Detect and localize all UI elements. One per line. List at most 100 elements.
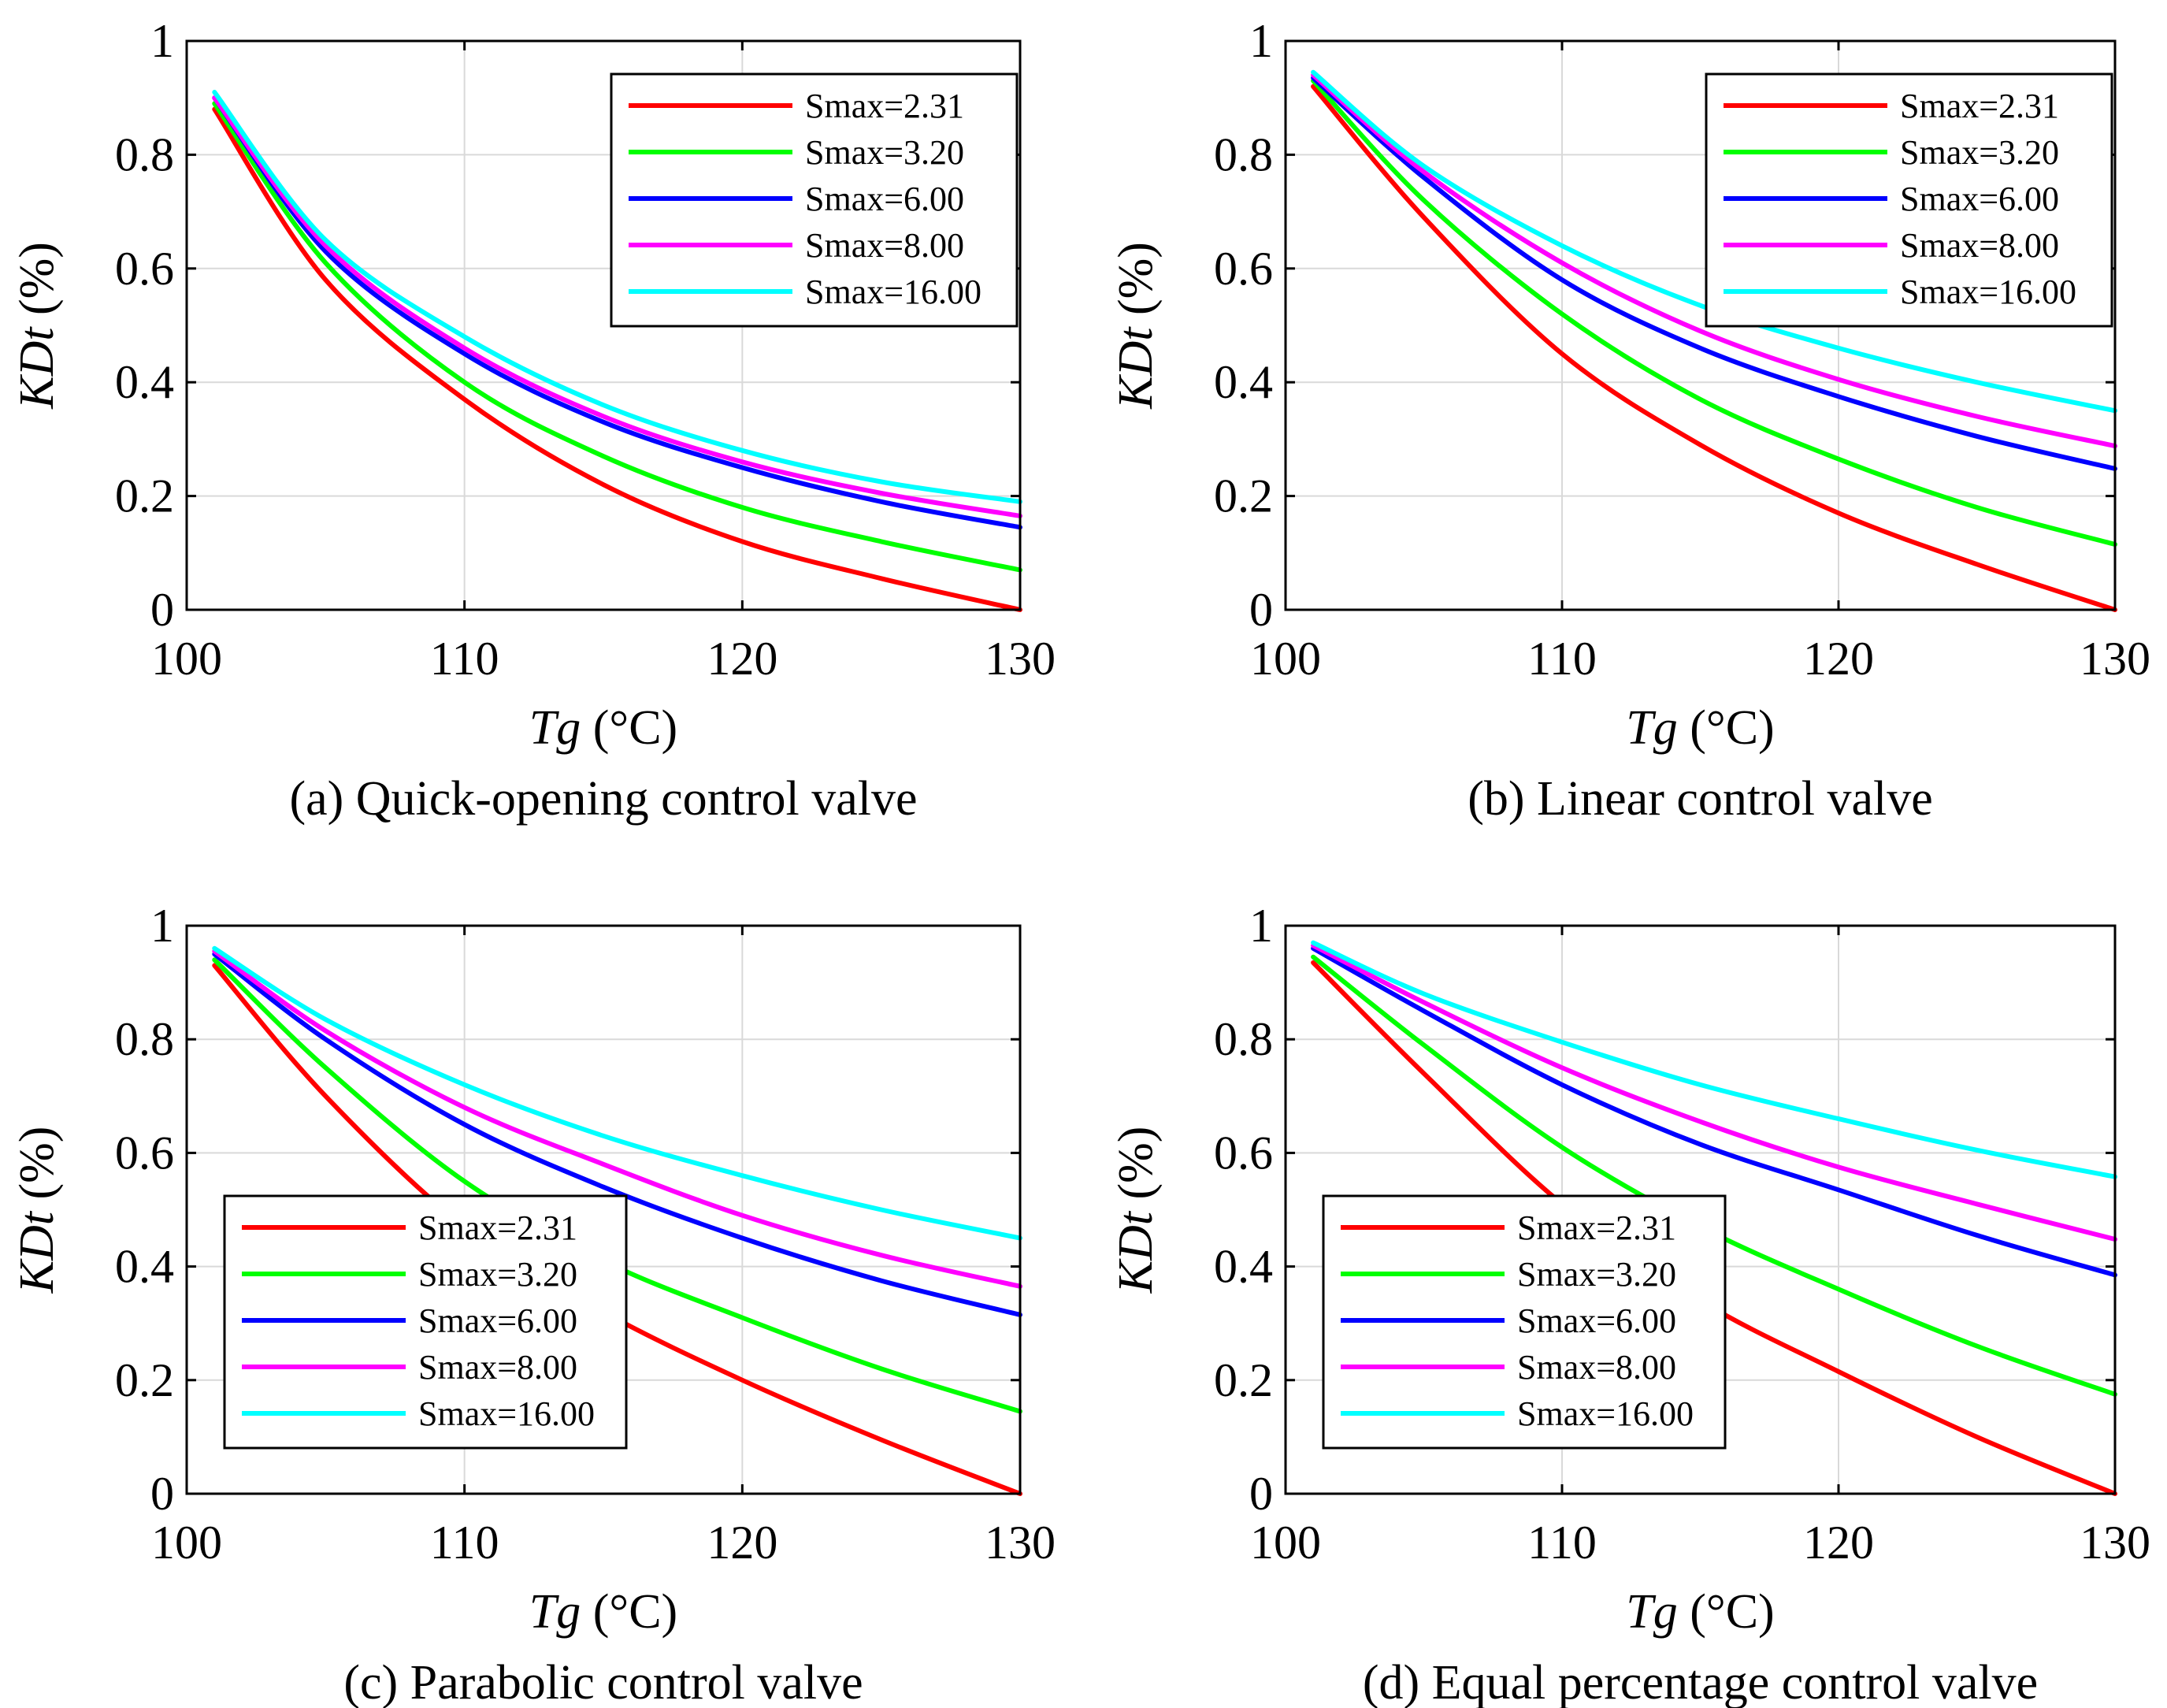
- y-tick-label: 0.2: [115, 1354, 174, 1406]
- legend-entry-label: Smax=2.31: [418, 1209, 577, 1247]
- y-tick-label: 0.4: [1214, 1241, 1273, 1293]
- y-tick-label: 0.8: [1214, 128, 1273, 180]
- plot-panel: 100 110 120 130 0 0.2 0.4 0.6 0.8 1 Tg (°C) KDt (%)…: [1109, 900, 2150, 1708]
- x-axis-label-unit: (°C): [581, 701, 677, 755]
- x-axis-label-symbol: Tg: [529, 1585, 581, 1639]
- x-tick-label: 110: [430, 633, 499, 685]
- legend: Smax=2.31 Smax=3.20 Smax=6.00 Smax=8.00 Smax…: [610, 72, 1019, 328]
- axes-frame: [185, 39, 1022, 611]
- y-tick-label: 0.4: [115, 1241, 174, 1293]
- y-tick-label: 0.2: [1214, 470, 1273, 522]
- legend-entry-label: Smax=8.00: [418, 1348, 577, 1387]
- x-axis-label-symbol: Tg: [529, 701, 581, 755]
- legend-entry-label: Smax=16.00: [1517, 1394, 1694, 1433]
- legend: Smax=2.31 Smax=3.20 Smax=6.00 Smax=8.00 Smax…: [223, 1194, 628, 1450]
- series-line: [1311, 75, 2117, 471]
- legend-entry-label: Smax=6.00: [805, 180, 964, 218]
- x-tick-label: 100: [151, 1517, 222, 1569]
- x-tick-label: 130: [2080, 1517, 2150, 1569]
- x-tick-label: 130: [985, 633, 1056, 685]
- x-tick-label: 130: [2080, 633, 2150, 685]
- legend: Smax=2.31 Smax=3.20 Smax=6.00 Smax=8.00 Smax…: [1705, 72, 2113, 328]
- y-tick-label: 0.8: [115, 1013, 174, 1065]
- series-line: [1311, 940, 2117, 1179]
- series-line: [1311, 78, 2117, 547]
- y-tick-label: 0.8: [1214, 1013, 1273, 1065]
- y-axis-label-symbol: KDt: [1109, 326, 1163, 410]
- x-tick-label: 130: [985, 1517, 1056, 1569]
- legend-entry-label: Smax=8.00: [805, 226, 964, 265]
- y-tick-label: 1: [1249, 15, 1273, 67]
- legend-entry-label: Smax=8.00: [1900, 226, 2059, 265]
- axes-frame: [185, 924, 1022, 1495]
- y-tick-label: 0: [150, 584, 174, 636]
- y-tick-label: 1: [1249, 900, 1273, 952]
- axes-frame: [1284, 39, 2117, 611]
- y-tick-label: 0.8: [115, 128, 174, 180]
- series-line: [1311, 72, 2117, 449]
- x-axis-label-unit: (°C): [581, 1585, 677, 1639]
- x-axis-label: Tg (°C): [529, 1585, 677, 1639]
- series-line: [212, 952, 1022, 1317]
- legend-entry-label: Smax=3.20: [1900, 133, 2059, 172]
- y-tick-label: 1: [150, 15, 174, 67]
- series-line: [212, 945, 1022, 1241]
- legend-entry-label: Smax=6.00: [1900, 180, 2059, 218]
- series-lines: [1311, 69, 2117, 612]
- series-line: [212, 95, 1022, 530]
- y-axis-label-unit: (%): [1109, 242, 1163, 327]
- x-tick-label: 120: [1803, 633, 1874, 685]
- y-tick-label: 0.6: [115, 1127, 174, 1179]
- panel-caption: (c) Parabolic control valve: [343, 1656, 863, 1708]
- series-line: [212, 949, 1022, 1289]
- series-line: [1311, 69, 2117, 414]
- legend-entry-label: Smax=16.00: [1900, 273, 2076, 311]
- x-axis-label: Tg (°C): [1626, 1585, 1774, 1639]
- series-line: [212, 106, 1022, 612]
- y-axis-label-symbol: KDt: [10, 1210, 64, 1294]
- y-axis-label: KDt (%): [1109, 242, 1163, 410]
- y-axis-label-unit: (%): [10, 1127, 64, 1212]
- y-axis-label-unit: (%): [10, 242, 64, 327]
- y-tick-label: 0.6: [115, 243, 174, 295]
- x-tick-label: 110: [1527, 1517, 1597, 1569]
- y-tick-label: 0.4: [115, 356, 174, 408]
- series-line: [212, 101, 1022, 573]
- legend-entry-label: Smax=16.00: [805, 273, 981, 311]
- y-axis-label: KDt (%): [10, 242, 64, 410]
- x-tick-label: 120: [707, 633, 777, 685]
- legend-entry-label: Smax=8.00: [1517, 1348, 1676, 1387]
- y-tick-label: 1: [150, 900, 174, 952]
- series-line: [1311, 943, 2117, 1242]
- y-tick-label: 0: [150, 1468, 174, 1520]
- series-line: [1311, 84, 2117, 612]
- y-tick-label: 0.4: [1214, 356, 1273, 408]
- y-tick-label: 0: [1249, 1468, 1273, 1520]
- x-tick-label: 120: [1803, 1517, 1874, 1569]
- y-axis-label: KDt (%): [10, 1127, 64, 1294]
- legend-entry-label: Smax=3.20: [1517, 1255, 1676, 1294]
- x-tick-label: 110: [1527, 633, 1597, 685]
- panel-caption: (a) Quick-opening control valve: [289, 772, 917, 826]
- x-axis-label: Tg (°C): [529, 701, 677, 755]
- y-axis-label: KDt (%): [1109, 1127, 1163, 1294]
- plot-panel: 100 110 120 130 0 0.2 0.4 0.6 0.8 1 Tg (°C) KDt (%)…: [1109, 15, 2150, 826]
- legend-entry-label: Smax=2.31: [1517, 1209, 1676, 1247]
- y-tick-label: 0.6: [1214, 243, 1273, 295]
- x-tick-label: 100: [1250, 1517, 1321, 1569]
- x-axis-label-symbol: Tg: [1626, 701, 1677, 755]
- y-axis-label-symbol: KDt: [10, 326, 64, 410]
- legend-entry-label: Smax=16.00: [418, 1394, 595, 1433]
- plot-panel: 100 110 120 130 0 0.2 0.4 0.6 0.8 1 Tg (°C) KDt (%)…: [10, 15, 1056, 826]
- y-axis-label-unit: (%): [1109, 1127, 1163, 1212]
- x-tick-label: 100: [151, 633, 222, 685]
- x-tick-label: 110: [430, 1517, 499, 1569]
- legend-entry-label: Smax=2.31: [1900, 87, 2059, 125]
- panel-caption: (d) Equal percentage control valve: [1363, 1656, 2038, 1708]
- x-axis-label-symbol: Tg: [1626, 1585, 1677, 1639]
- y-tick-label: 0.6: [1214, 1127, 1273, 1179]
- series-line: [1311, 945, 2117, 1278]
- y-axis-label-symbol: KDt: [1109, 1210, 1163, 1294]
- legend-entry-label: Smax=3.20: [418, 1255, 577, 1294]
